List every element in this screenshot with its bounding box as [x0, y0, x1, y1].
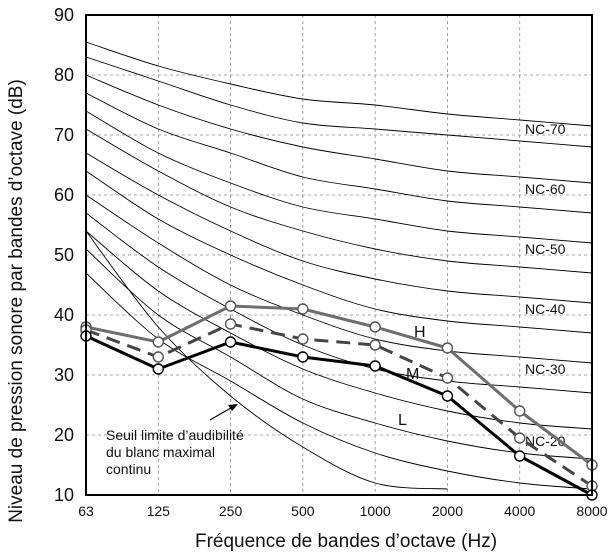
nc-curve-label: NC-60 [525, 181, 566, 197]
nc-curve-label: NC-40 [525, 301, 566, 317]
data-point-m [152, 351, 164, 363]
nc-curve [85, 128, 593, 274]
data-point-m [369, 339, 381, 351]
measured-series: H M L [80, 300, 598, 501]
data-point-h [441, 342, 454, 354]
series-line-h [85, 304, 593, 467]
data-point-l [297, 351, 309, 363]
data-point-l [224, 336, 237, 348]
y-tick-label: 70 [54, 125, 74, 145]
hearing-threshold-curve [85, 230, 448, 490]
data-point-h [297, 303, 309, 315]
x-tick-label: 500 [291, 503, 315, 519]
nc-curve [85, 194, 593, 364]
x-tick-label: 125 [147, 503, 171, 519]
data-point-m [297, 333, 309, 345]
nc-curve-label: NC-70 [525, 121, 566, 137]
annotation-line-1: Seuil limite d’audibilité [106, 427, 244, 443]
data-point-l [514, 450, 526, 462]
nc-curve-label: NC-50 [525, 241, 566, 257]
x-tick-label: 2000 [432, 503, 463, 519]
nc-curve-label: NC-30 [525, 361, 566, 377]
data-point-h [514, 405, 526, 417]
nc-curve [85, 110, 593, 244]
nc-curve [85, 41, 593, 127]
x-tick-label: 1000 [360, 503, 391, 519]
x-tick-label: 250 [219, 503, 243, 519]
series-label-m: M [406, 366, 419, 383]
nc-curve [85, 230, 593, 430]
series-line-m [85, 322, 593, 488]
data-point-h [224, 300, 237, 312]
y-tick-label: 10 [54, 485, 74, 505]
x-tick-label: 63 [78, 503, 94, 519]
y-tick-label: 50 [54, 245, 74, 265]
x-axis-title: Fréquence de bandes d’octave (Hz) [195, 531, 497, 552]
x-tick-label: 8000 [576, 503, 607, 519]
data-point-h [152, 336, 164, 348]
plot-frame [85, 14, 593, 496]
y-axis-title: Niveau de pression sonore par bandes d’o… [6, 79, 27, 523]
nc-curve [85, 92, 593, 214]
threshold-line [85, 230, 448, 490]
data-point-l [369, 360, 381, 372]
nc-curve [85, 248, 593, 460]
y-tick-label: 40 [54, 305, 74, 325]
axis-ticks: 10 20 30 40 50 60 70 80 90 63 125 250 500 1000 2000 400… [54, 5, 608, 519]
grid-lines [86, 15, 592, 495]
data-point-l [152, 363, 164, 375]
data-point-m [441, 372, 454, 384]
y-tick-label: 80 [54, 65, 74, 85]
annotation-line-2: du blanc maximal [106, 444, 215, 460]
data-point-l [441, 390, 454, 402]
y-tick-label: 20 [54, 425, 74, 445]
nc-curve [85, 170, 593, 334]
threshold-annotation: Seuil limite d’audibilité du blanc maxim… [106, 404, 244, 477]
data-point-m [514, 432, 526, 444]
series-label-l: L [398, 412, 407, 429]
x-tick-label: 4000 [504, 503, 535, 519]
nc-curve [85, 152, 593, 304]
annotation-line-3: continu [106, 461, 151, 477]
y-tick-label: 30 [54, 365, 74, 385]
nc-curve [85, 56, 593, 148]
y-tick-label: 60 [54, 185, 74, 205]
data-point-m [224, 318, 237, 330]
y-tick-label: 90 [54, 5, 74, 25]
nc-curve [85, 74, 593, 184]
nc-curve [85, 212, 593, 394]
annotation-arrowhead [228, 404, 238, 411]
series-label-h: H [414, 324, 426, 341]
data-point-h [369, 321, 381, 333]
series-line-l [85, 334, 593, 497]
